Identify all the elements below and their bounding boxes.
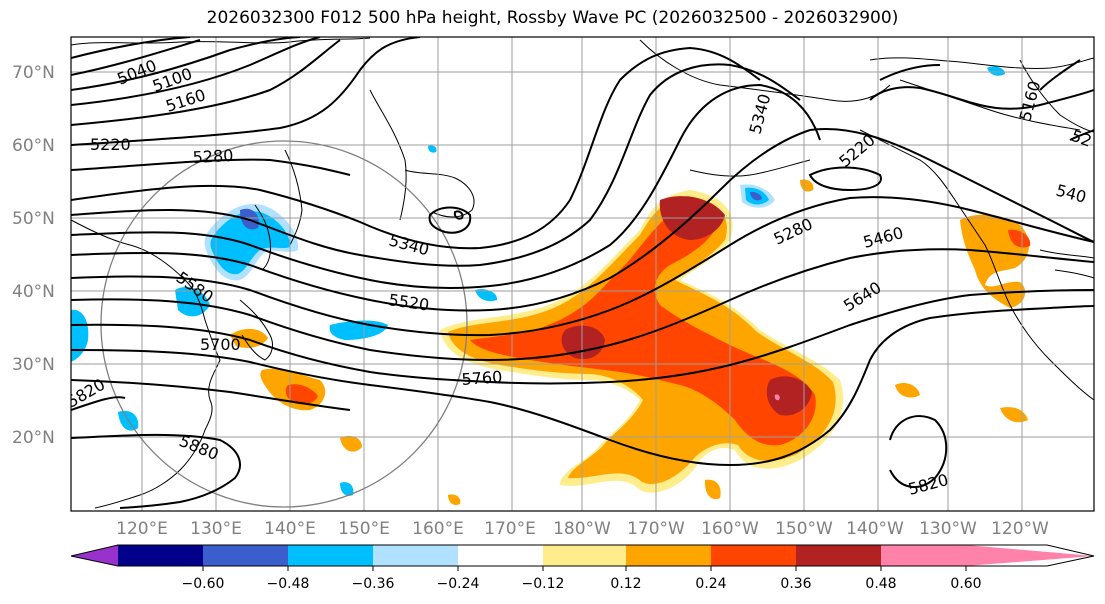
colorbar-extend-high [966, 545, 1094, 566]
height-contours [71, 37, 1094, 509]
colorbar-tick-label: −0.48 [267, 576, 310, 592]
lon-label: 170°E [484, 519, 536, 539]
lon-label: 160°E [412, 519, 464, 539]
colorbar-tick-label: −0.12 [522, 576, 565, 592]
colorbar-tick-label: 0.48 [865, 576, 896, 592]
contour-label: 5760 [461, 367, 503, 389]
longitude-labels: 120°E 130°E 140°E 150°E 160°E 170°E 180°… [116, 519, 1049, 539]
lon-label: 170°W [627, 519, 685, 539]
colorbar-segment [711, 545, 796, 566]
colorbar-tick-label: −0.60 [182, 576, 225, 592]
positive-anomaly-field [230, 179, 1031, 505]
lat-label: 30°N [12, 355, 55, 375]
lon-label: 140°W [846, 519, 904, 539]
colorbar: −0.60 −0.48 −0.36 −0.24 −0.12 0.12 0.24 … [70, 544, 1095, 592]
lon-label: 130°E [190, 519, 242, 539]
colorbar-tick-label: 0.60 [950, 576, 981, 592]
contour-label: 5700 [200, 335, 241, 354]
colorbar-outline [70, 544, 1095, 567]
colorbar-segment [881, 545, 966, 566]
lon-label: 150°W [775, 519, 833, 539]
colorbar-tick-label: −0.36 [352, 576, 395, 592]
lon-label: 140°E [264, 519, 316, 539]
lon-label: 150°E [338, 519, 390, 539]
latitude-labels: 70°N 60°N 50°N 40°N 30°N 20°N [12, 63, 55, 448]
lon-label: 180°W [553, 519, 611, 539]
lat-label: 20°N [12, 428, 55, 448]
colorbar-segment [118, 545, 203, 566]
lon-label: 160°W [701, 519, 759, 539]
colorbar-segment [288, 545, 373, 566]
lat-label: 70°N [12, 63, 55, 83]
colorbar-segment [203, 545, 288, 566]
lat-label: 60°N [12, 136, 55, 156]
coastlines [71, 37, 1094, 509]
lon-label: 120°E [116, 519, 168, 539]
grid-lines [71, 37, 1094, 511]
colorbar-segment [373, 545, 458, 566]
colorbar-tick-label: 0.36 [780, 576, 811, 592]
colorbar-tick-label: 0.24 [695, 576, 726, 592]
contour-label: 5280 [192, 146, 234, 167]
lat-label: 50°N [12, 209, 55, 229]
lat-label: 40°N [12, 282, 55, 302]
colorbar-extend-low [71, 545, 118, 566]
colorbar-tick-label: 0.12 [610, 576, 641, 592]
colorbar-segment [626, 545, 711, 566]
colorbar-tick-label: −0.24 [437, 576, 480, 592]
colorbar-segment [543, 545, 626, 566]
map-title: 2026032300 F012 500 hPa height, Rossby W… [206, 8, 899, 28]
lon-label: 120°W [991, 519, 1049, 539]
plot-frame [70, 36, 1095, 512]
lon-label: 130°W [919, 519, 977, 539]
colorbar-segment [796, 545, 881, 566]
contour-label: 5220 [90, 135, 131, 154]
colorbar-segment [458, 545, 543, 566]
